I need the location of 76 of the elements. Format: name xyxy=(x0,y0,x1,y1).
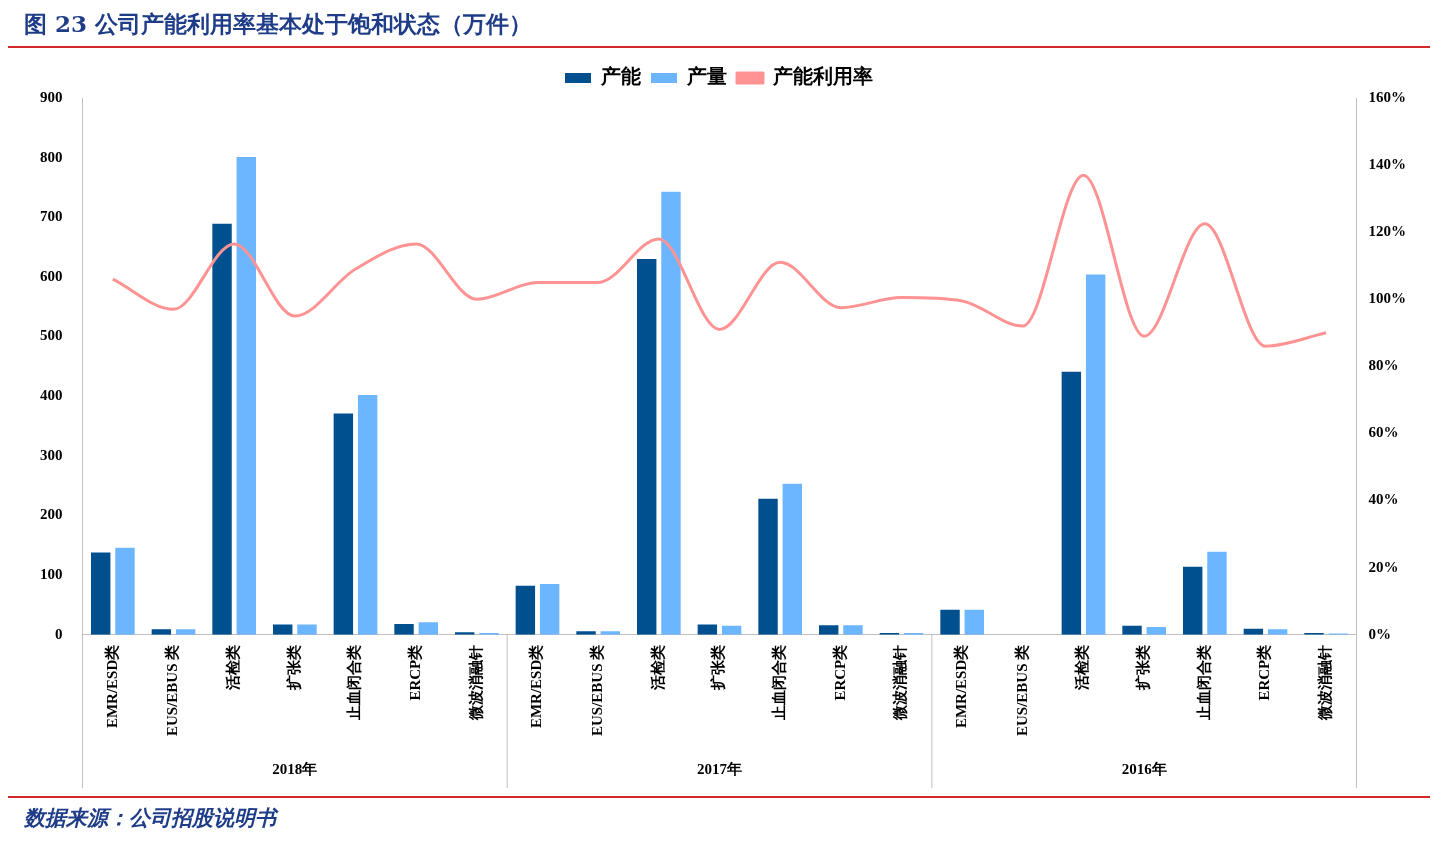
y2-tick-label: 0% xyxy=(1368,625,1391,642)
x-tick-label: EUS/EBUS 类 xyxy=(1013,644,1030,737)
y-tick-label: 400 xyxy=(40,387,63,404)
bar xyxy=(1207,551,1227,635)
source-note: 数据来源：公司招股说明书 xyxy=(8,796,1430,838)
bar xyxy=(818,625,839,635)
y2-tick-label: 160% xyxy=(1368,88,1406,105)
y2-tick-label: 140% xyxy=(1368,155,1406,172)
legend-label: 产能利用率 xyxy=(772,64,873,89)
y-tick-label: 600 xyxy=(40,267,63,284)
y2-tick-label: 40% xyxy=(1368,491,1399,508)
bar xyxy=(175,629,196,635)
x-tick-label: EMR/ESD类 xyxy=(528,644,545,729)
x-tick-label: 止血闭合类 xyxy=(346,644,363,721)
y-tick-label: 700 xyxy=(40,208,63,225)
y-tick-label: 200 xyxy=(40,506,63,523)
y2-tick-label: 60% xyxy=(1368,424,1399,441)
bar xyxy=(1182,566,1203,635)
x-tick-label: 止血闭合类 xyxy=(771,644,788,721)
chart-title: 图 23 公司产能利用率基本处于饱和状态（万件） xyxy=(24,9,534,39)
x-tick-label: ERCP类 xyxy=(1256,644,1273,701)
y-tick-label: 0 xyxy=(55,625,63,642)
bar xyxy=(1085,274,1106,635)
bar xyxy=(357,394,378,635)
x-tick-label: EUS/EBUS 类 xyxy=(589,644,606,737)
bar xyxy=(782,483,803,635)
bar xyxy=(297,624,317,635)
x-tick-label: 微波消融针 xyxy=(892,644,909,721)
x-tick-label: ERCP类 xyxy=(831,644,848,701)
x-tick-label: ERCP类 xyxy=(407,644,424,701)
bar xyxy=(758,498,778,635)
y-tick-label: 300 xyxy=(40,446,63,463)
line-series xyxy=(111,173,1328,348)
y2-tick-label: 20% xyxy=(1368,558,1399,575)
x-tick-label: 微波消融针 xyxy=(467,644,484,721)
bar xyxy=(1122,625,1142,635)
x-tick-label: 活检类 xyxy=(225,644,242,691)
bar xyxy=(636,259,657,635)
bar xyxy=(394,623,414,635)
bar xyxy=(940,609,960,635)
y2-tick-label: 80% xyxy=(1368,357,1399,374)
y2-tick-label: 100% xyxy=(1368,290,1406,307)
x-tick-label: 扩张类 xyxy=(709,644,727,691)
y2-tick-label: 120% xyxy=(1368,223,1406,240)
x-tick-label: 微波消融针 xyxy=(1317,644,1334,721)
text: 2016年 xyxy=(1121,760,1167,777)
bar xyxy=(515,585,536,635)
bar xyxy=(151,629,172,635)
bar xyxy=(661,191,681,635)
bar xyxy=(333,413,354,635)
bar xyxy=(90,552,111,635)
bar xyxy=(1061,371,1082,635)
legend-label: 产能 xyxy=(600,64,641,89)
x-tick-label: 扩张类 xyxy=(1134,644,1152,691)
bar xyxy=(212,223,232,635)
x-tick-label: 活检类 xyxy=(649,644,666,691)
x-tick-label: EMR/ESD类 xyxy=(953,644,970,729)
bar xyxy=(418,622,439,635)
bar xyxy=(1267,629,1288,635)
y-tick-label: 900 xyxy=(40,88,63,105)
x-tick-label: 活检类 xyxy=(1074,644,1091,691)
x-tick-label: 扩张类 xyxy=(284,644,302,691)
bar xyxy=(236,157,257,635)
legend-label: 产量 xyxy=(686,64,727,89)
y-tick-label: 500 xyxy=(40,327,63,344)
x-tick-label: EMR/ESD类 xyxy=(103,644,120,729)
bar xyxy=(539,584,560,635)
bar xyxy=(964,609,985,635)
text: 2017年 xyxy=(697,760,742,777)
y-tick-label: 800 xyxy=(40,148,63,165)
y-tick-label: 100 xyxy=(40,565,63,582)
x-tick-label: EUS/EBUS 类 xyxy=(164,644,181,737)
bar xyxy=(115,547,135,635)
text: 2018年 xyxy=(272,760,318,777)
x-tick-label: 止血闭合类 xyxy=(1195,644,1212,721)
bar xyxy=(843,625,863,635)
